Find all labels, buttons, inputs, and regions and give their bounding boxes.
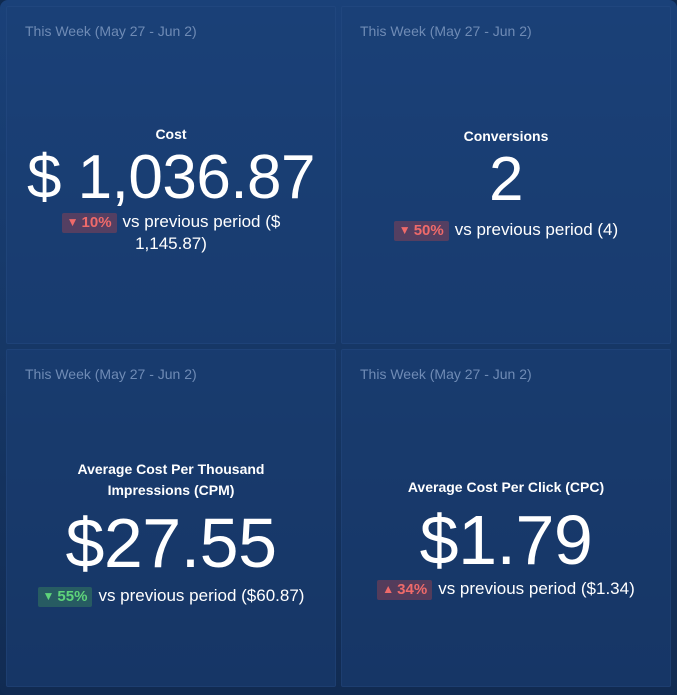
change-percent: 50%: [413, 222, 444, 239]
change-badge: ▲ 34%: [377, 580, 433, 600]
card-date-range: This Week (May 27 - Jun 2): [360, 366, 532, 382]
metric-title: Average Cost Per Thousand Impressions (C…: [77, 461, 265, 498]
comparison-text: vs previous period ($ 1,145.87): [122, 212, 281, 253]
metric-value: 2: [489, 145, 523, 214]
change-badge: ▼ 50%: [393, 221, 449, 241]
metrics-grid: This Week (May 27 - Jun 2) Cost $ 1,036.…: [6, 6, 671, 689]
metric-title: Average Cost Per Click (CPC): [407, 479, 605, 495]
down-arrow-icon: ▼: [398, 223, 411, 237]
metric-title: Conversions: [463, 128, 549, 144]
change-percent: 10%: [81, 214, 112, 231]
comparison-text: vs previous period ($60.87): [98, 586, 305, 605]
metric-card-cost[interactable]: This Week (May 27 - Jun 2) Cost $ 1,036.…: [6, 6, 336, 344]
metric-card-cpc[interactable]: This Week (May 27 - Jun 2) Average Cost …: [341, 349, 671, 687]
comparison-text: vs previous period (4): [454, 220, 619, 239]
metric-title: Cost: [155, 126, 187, 142]
comparison: ▼ 10% vs previous period ($ 1,145.87): [6, 211, 336, 255]
up-arrow-icon: ▲: [382, 582, 395, 596]
down-arrow-icon: ▼: [42, 589, 55, 603]
comparison-text: vs previous period ($1.34): [438, 579, 635, 598]
metric-value: $ 1,036.87: [26, 143, 316, 212]
change-percent: 34%: [397, 581, 428, 598]
comparison: ▲ 34% vs previous period ($1.34): [377, 578, 635, 600]
card-body: Average Cost Per Thousand Impressions (C…: [6, 459, 336, 607]
down-arrow-icon: ▼: [66, 215, 79, 229]
change-percent: 55%: [57, 588, 88, 605]
metric-value: $1.79: [419, 501, 593, 579]
comparison: ▼ 55% vs previous period ($60.87): [37, 585, 305, 607]
card-date-range: This Week (May 27 - Jun 2): [360, 23, 532, 39]
metric-card-conversions[interactable]: This Week (May 27 - Jun 2) Conversions 2…: [341, 6, 671, 344]
card-body: Conversions 2 ▼ 50% vs previous period (4): [341, 126, 671, 241]
card-date-range: This Week (May 27 - Jun 2): [25, 366, 197, 382]
change-badge: ▼ 55%: [37, 587, 93, 607]
change-badge: ▼ 10%: [61, 213, 117, 233]
card-date-range: This Week (May 27 - Jun 2): [25, 23, 197, 39]
metric-card-cpm[interactable]: This Week (May 27 - Jun 2) Average Cost …: [6, 349, 336, 687]
metric-value: $27.55: [65, 504, 277, 582]
card-body: Average Cost Per Click (CPC) $1.79 ▲ 34% v…: [341, 477, 671, 600]
card-body: Cost $ 1,036.87 ▼ 10% vs previous period (…: [6, 124, 336, 255]
comparison: ▼ 50% vs previous period (4): [354, 219, 658, 241]
